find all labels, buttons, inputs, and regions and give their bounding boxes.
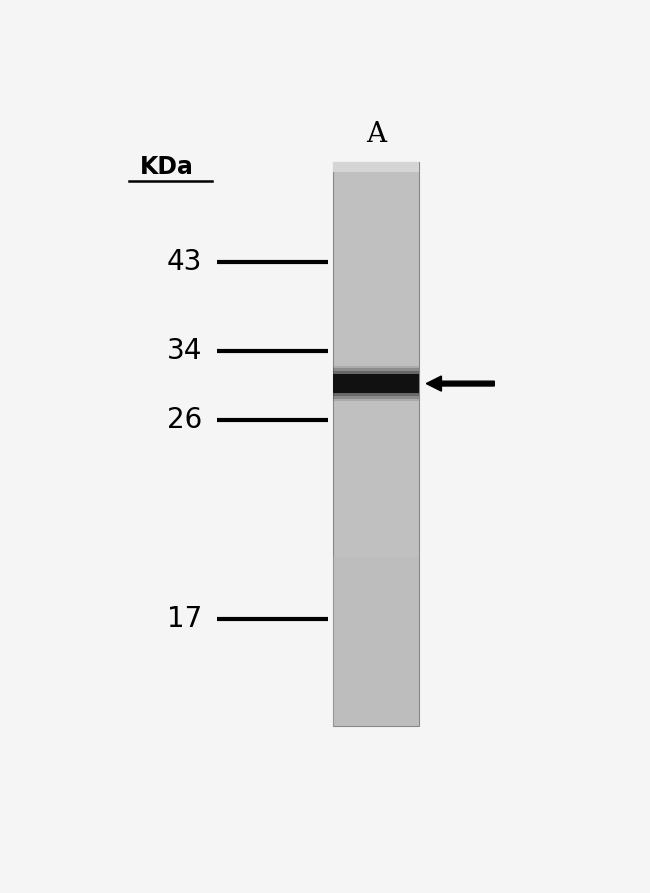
Bar xyxy=(333,369,419,398)
Bar xyxy=(333,163,419,172)
Bar xyxy=(333,366,419,402)
Bar xyxy=(333,371,419,396)
Text: 34: 34 xyxy=(167,338,202,365)
Text: 43: 43 xyxy=(167,248,202,276)
Bar xyxy=(333,557,419,726)
Bar xyxy=(333,163,419,726)
Bar xyxy=(333,374,419,393)
Text: 26: 26 xyxy=(167,406,202,434)
Text: KDa: KDa xyxy=(140,155,194,179)
Text: 17: 17 xyxy=(167,605,202,633)
Text: A: A xyxy=(366,121,386,148)
FancyArrow shape xyxy=(426,376,494,391)
